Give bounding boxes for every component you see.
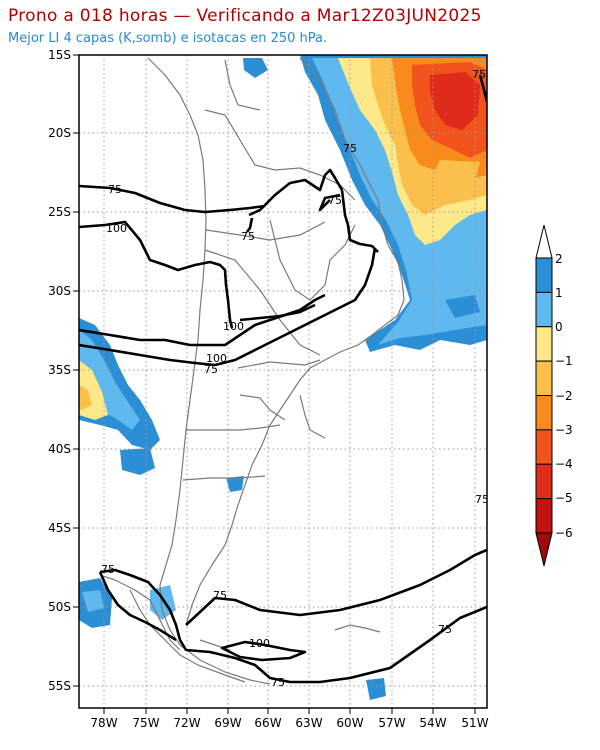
axis-ticks [73, 54, 476, 714]
svg-text:75: 75 [204, 363, 218, 376]
svg-text:75: 75 [328, 194, 342, 207]
colorbar-swatch [535, 326, 553, 362]
li-shading-northeast [300, 55, 487, 352]
colorbar-tick: −3 [555, 423, 573, 437]
li-shading-southwest [79, 58, 386, 700]
svg-text:100: 100 [249, 637, 270, 650]
svg-text:75: 75 [438, 623, 452, 636]
lon-label: 75W [132, 716, 159, 730]
svg-text:75: 75 [475, 493, 489, 506]
colorbar-tick: −1 [555, 354, 573, 368]
lon-label: 54W [419, 716, 446, 730]
colorbar-bottom-arrow [535, 532, 553, 567]
longitude-labels: 78W 75W 72W 69W 66W 63W 60W 57W 54W 51W [90, 716, 488, 730]
map-subtitle: Mejor LI 4 capas (K,somb) e isotacas en … [8, 31, 328, 46]
lon-label: 72W [173, 716, 200, 730]
svg-text:75: 75 [213, 589, 227, 602]
lat-label: 25S [48, 205, 71, 219]
lon-label: 60W [336, 716, 363, 730]
lat-label: 35S [48, 363, 71, 377]
colorbar-tick: −5 [555, 491, 573, 505]
lon-label: 51W [461, 716, 488, 730]
svg-text:100: 100 [106, 222, 127, 235]
lat-label: 55S [48, 679, 71, 693]
contour-labels: 75 75 75 100 75 100 100 75 75 75 100 75 … [101, 68, 489, 689]
lat-label: 40S [48, 442, 71, 456]
colorbar-swatch [535, 429, 553, 465]
lat-label: 45S [48, 521, 71, 535]
colorbar-tick: −2 [555, 389, 573, 403]
svg-text:75: 75 [241, 230, 255, 243]
svg-text:100: 100 [206, 352, 227, 365]
lat-label: 15S [48, 48, 71, 62]
colorbar-swatch [535, 498, 553, 534]
latitude-labels: 15S 20S 25S 30S 35S 40S 45S 50S 55S [48, 48, 71, 693]
lat-label: 50S [48, 600, 71, 614]
lon-label: 66W [254, 716, 281, 730]
svg-text:75: 75 [472, 68, 486, 81]
colorbar: 2 1 0 −1 −2 −3 −4 −5 −6 [535, 224, 573, 567]
lon-label: 69W [214, 716, 241, 730]
lat-label: 30S [48, 284, 71, 298]
svg-text:75: 75 [101, 563, 115, 576]
svg-text:75: 75 [343, 142, 357, 155]
svg-text:75: 75 [271, 676, 285, 689]
colorbar-swatch [535, 257, 553, 293]
colorbar-swatch [535, 360, 553, 396]
map-frame [78, 54, 488, 709]
svg-text:100: 100 [223, 320, 244, 333]
colorbar-swatch [535, 291, 553, 328]
colorbar-swatch [535, 395, 553, 431]
lat-label: 20S [48, 126, 71, 140]
colorbar-tick: −4 [555, 457, 573, 471]
colorbar-tick: −6 [555, 526, 573, 540]
colorbar-swatch [535, 463, 553, 500]
colorbar-top-arrow [535, 224, 553, 259]
colorbar-tick: 2 [555, 252, 563, 266]
lon-label: 78W [90, 716, 117, 730]
lon-label: 57W [378, 716, 405, 730]
colorbar-tick: 1 [555, 286, 563, 300]
svg-text:75: 75 [108, 183, 122, 196]
isotach-contours [79, 74, 487, 684]
coastlines-borders [99, 57, 405, 685]
graticule [79, 55, 487, 708]
lon-label: 63W [295, 716, 322, 730]
colorbar-tick: 0 [555, 320, 563, 334]
map-title: Prono a 018 horas — Verificando a Mar12Z… [8, 6, 482, 26]
